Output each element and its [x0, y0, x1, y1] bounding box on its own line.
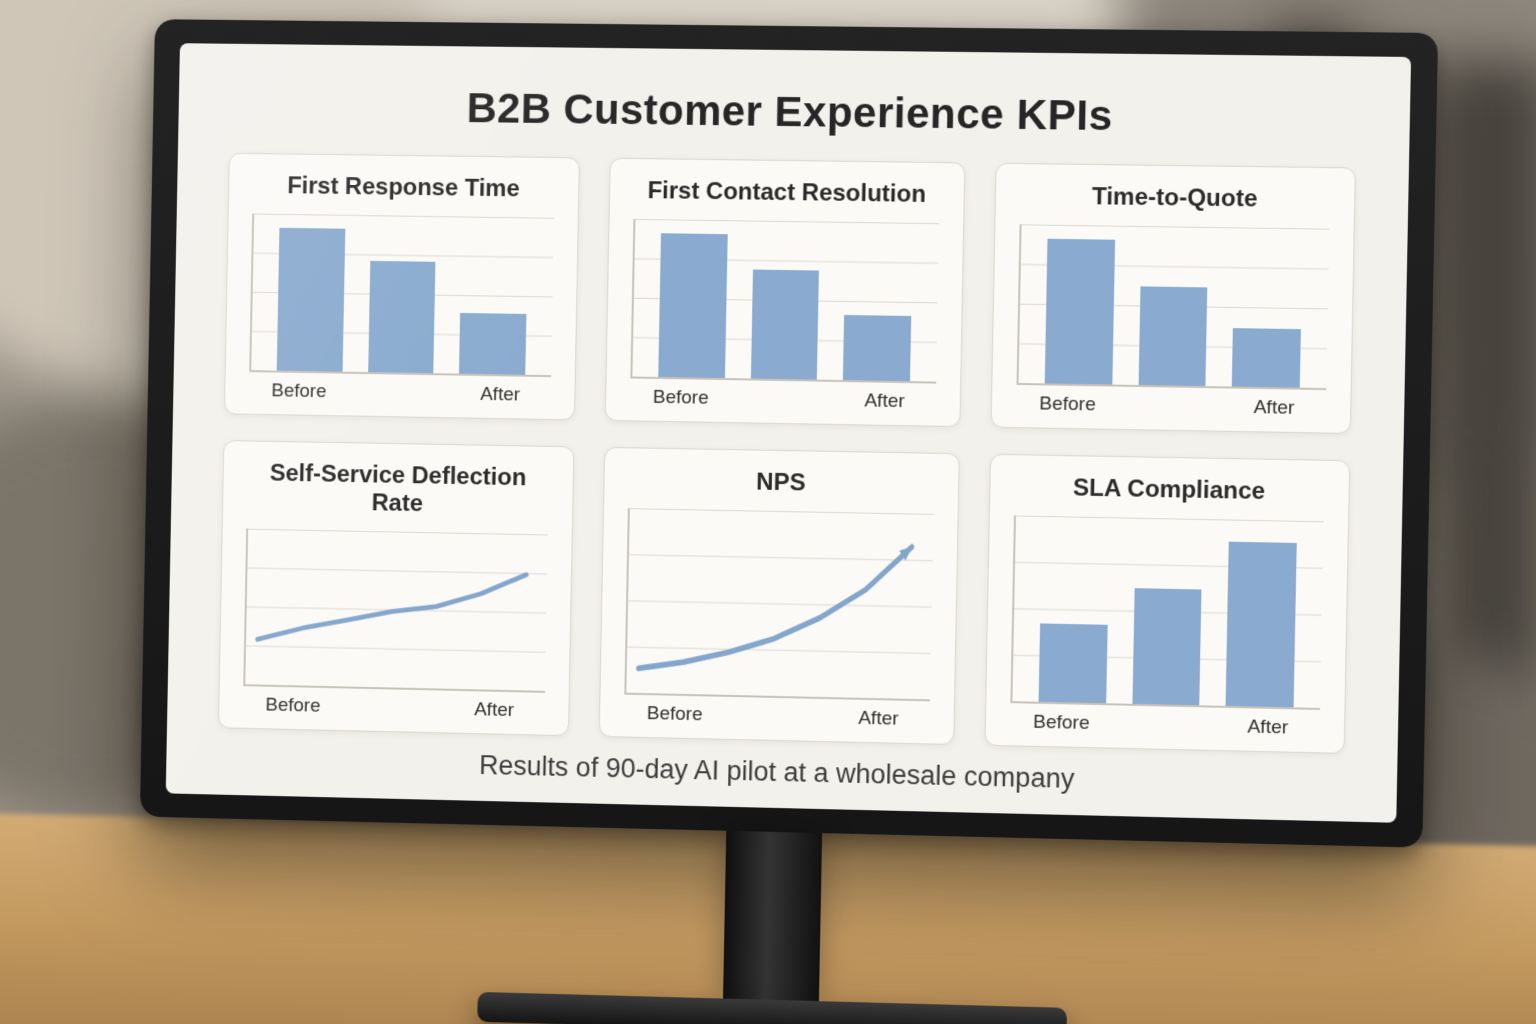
bar [1225, 541, 1297, 708]
panel-title: First Contact Resolution [647, 177, 927, 208]
axis-label-after: After [858, 707, 899, 730]
panel-title: Time-to-Quote [1091, 183, 1258, 213]
axis-label-middle [343, 696, 444, 720]
monitor: B2B Customer Experience KPIs First Respo… [136, 19, 1439, 1024]
arrowhead-icon [899, 546, 912, 561]
trend-line [638, 541, 911, 674]
bar-plot [1012, 515, 1323, 708]
nps-chart [624, 507, 934, 702]
axis-label-before: Before [1039, 392, 1096, 415]
panel-title: Self-Service Deflection Rate [269, 459, 527, 517]
axis-label-after: After [480, 383, 521, 405]
bar [1138, 286, 1208, 386]
axis-labels: Before After [1016, 392, 1326, 419]
kpi-panel-nps: NPS Before After [598, 446, 960, 746]
bar-plot [632, 219, 939, 381]
axis-label-after: After [1247, 716, 1289, 739]
axis-label-after: After [864, 389, 905, 412]
window-frame-blob [1436, 60, 1536, 700]
axis-label-middle [731, 388, 833, 412]
axis-labels: Before After [243, 694, 545, 723]
kpi-panel-first-contact-resolution: First Contact Resolution Before After [604, 157, 966, 427]
trend-line [258, 569, 527, 645]
kpi-grid: First Response Time Before After First Co… [200, 152, 1374, 755]
axis-label-before: Before [1032, 711, 1090, 735]
self-service-deflection-rate-chart [243, 528, 548, 693]
bar-plot [251, 214, 554, 375]
time-to-quote-chart [1016, 224, 1330, 390]
axis-label-middle [1113, 713, 1217, 737]
panel-title: SLA Compliance [1072, 473, 1266, 505]
monitor-bezel: B2B Customer Experience KPIs First Respo… [139, 19, 1439, 848]
kpi-panel-self-service-deflection-rate: Self-Service Deflection Rate Before After [217, 439, 575, 737]
sla-compliance-chart [1010, 514, 1324, 710]
trend-line-svg [626, 508, 933, 700]
axis-label-before: Before [271, 379, 327, 402]
bar [459, 313, 527, 375]
kpi-panel-sla-compliance: SLA Compliance Before After [984, 453, 1351, 754]
first-contact-resolution-chart [630, 218, 940, 384]
axis-label-after: After [1253, 396, 1295, 419]
trend-line-svg [245, 528, 548, 691]
bar [1132, 588, 1202, 706]
axis-label-before: Before [646, 703, 703, 726]
dashboard-caption: Results of 90-day AI pilot at a wholesal… [478, 750, 1075, 794]
axis-labels: Before After [630, 386, 936, 413]
bar-plot [1019, 224, 1330, 388]
bar [1232, 328, 1302, 388]
axis-label-before: Before [265, 694, 321, 717]
bar [658, 233, 728, 378]
axis-labels: Before After [624, 703, 930, 732]
bar [276, 228, 346, 372]
bar [843, 315, 912, 381]
axis-label-middle [1119, 394, 1223, 418]
axis-labels: Before After [249, 380, 551, 407]
kpi-panel-first-response-time: First Response Time Before After [223, 152, 580, 420]
axis-label-middle [725, 705, 827, 729]
axis-labels: Before After [1010, 711, 1320, 740]
axis-label-middle [349, 381, 450, 405]
axis-label-before: Before [652, 386, 709, 409]
dashboard-title: B2B Customer Experience KPIs [466, 84, 1114, 140]
bar [1044, 239, 1115, 385]
bar [367, 260, 436, 373]
monitor-stand-neck [723, 830, 823, 1002]
panel-title: NPS [755, 468, 806, 496]
kpi-panel-time-to-quote: Time-to-Quote Before After [990, 162, 1356, 434]
first-response-time-chart [249, 213, 555, 377]
dashboard-screen: B2B Customer Experience KPIs First Respo… [165, 43, 1412, 823]
bar [1038, 623, 1108, 704]
panel-title: First Response Time [287, 172, 520, 203]
axis-label-after: After [474, 699, 515, 722]
bar [750, 269, 820, 380]
